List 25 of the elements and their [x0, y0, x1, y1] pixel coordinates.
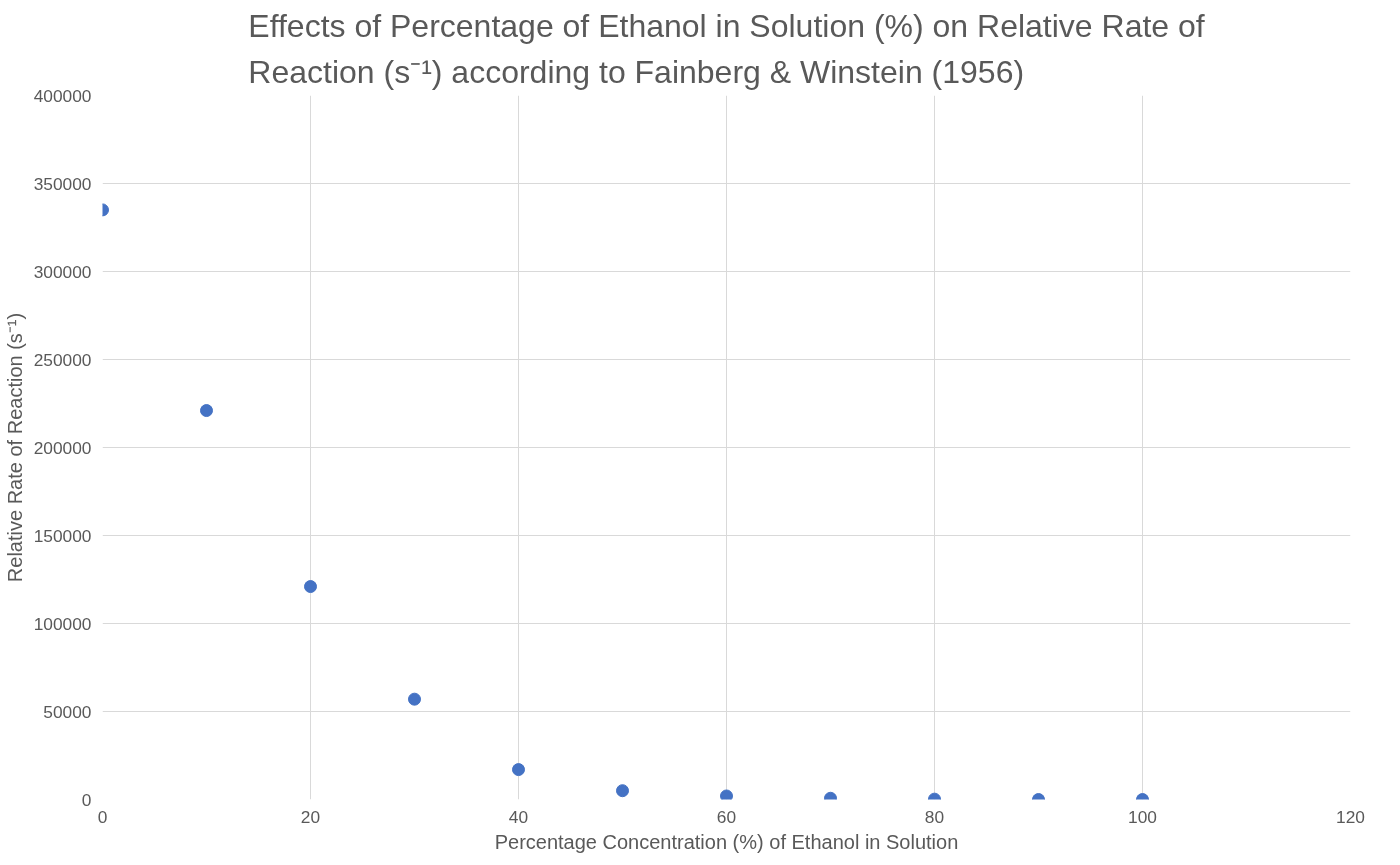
- y-tick-label: 150000: [33, 525, 92, 546]
- point: [512, 763, 525, 777]
- point: [304, 580, 317, 594]
- y-tick-label: 50000: [43, 701, 92, 722]
- x-tick-label: 40: [508, 806, 529, 827]
- point: [616, 784, 629, 798]
- y-tick-label: 200000: [33, 437, 92, 458]
- x-tick-label: 80: [924, 806, 945, 827]
- x-tick-label: 0: [97, 806, 108, 827]
- x-tick-label: 20: [300, 806, 321, 827]
- point: [720, 789, 733, 800]
- x-tick-label: 100: [1128, 806, 1157, 827]
- y-tick-label: 400000: [33, 85, 92, 106]
- x-tick-label: 60: [716, 806, 737, 827]
- y-axis-title: Relative Rate of Reaction (s⁻¹): [3, 312, 26, 583]
- point: [200, 404, 213, 418]
- y-tick-label: 100000: [33, 613, 92, 634]
- y-tick-label: 300000: [33, 261, 92, 282]
- chart-title: Effects of Percentage of Ethanol in Solution (%) on Relative Rate of Reaction (s⁻¹) according to Fainberg & Winstein (1956): [248, 7, 1205, 91]
- x-tick-label: 120: [1336, 806, 1365, 827]
- y-tick-label: 350000: [33, 173, 92, 194]
- y-tick-label: 0: [81, 789, 92, 810]
- x-axis-title: Percentage Concentration (%) of Ethanol in Solution: [494, 830, 959, 853]
- point: [408, 692, 421, 706]
- y-tick-label: 250000: [33, 349, 92, 370]
